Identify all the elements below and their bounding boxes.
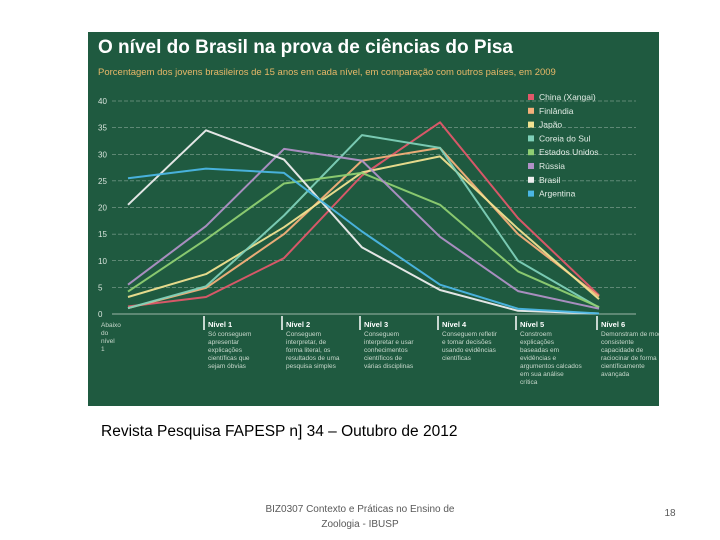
footer-course-line2: Zoologia - IBUSP xyxy=(321,519,399,530)
y-tick-label: 20 xyxy=(98,204,107,213)
legend-label: Japão xyxy=(539,120,562,130)
legend-swatch xyxy=(528,176,534,183)
series-line-china-xangai- xyxy=(127,121,600,308)
y-axis-ticks: 0 5 10 15 20 25 30 35 40 xyxy=(98,97,107,319)
level-label: Nível 5 xyxy=(520,320,544,329)
series-line-argentina xyxy=(127,167,600,315)
source-caption: Revista Pesquisa FAPESP n] 34 – Outubro … xyxy=(101,423,458,440)
level-description: Conseguem refletir e tomar decisões usando… xyxy=(442,331,498,362)
level-description: Constroem explicações baseadas em evidência… xyxy=(520,331,583,386)
y-tick-label: 10 xyxy=(98,257,107,266)
chart-board: O nível do Brasil na prova de ciências d… xyxy=(88,32,659,406)
legend-label: Rússia xyxy=(539,161,565,171)
page-number: 18 xyxy=(664,508,676,519)
legend-swatch xyxy=(528,121,534,128)
legend-label: China (Xangai) xyxy=(539,92,596,102)
y-tick-label: 0 xyxy=(98,310,103,319)
footer-course-line1: BIZ0307 Contexto e Práticas no Ensino de xyxy=(265,504,455,515)
y-tick-label: 35 xyxy=(98,124,107,133)
legend-swatch xyxy=(528,135,534,142)
legend-swatch xyxy=(528,163,534,169)
legend: China (Xangai) Finlândia Japão Coreia do Su… xyxy=(528,92,599,199)
y-tick-label: 30 xyxy=(98,150,107,159)
level-description: Só conseguem apresentar explicações científ… xyxy=(208,331,251,370)
level-description: Conseguem interpretar, de forma literal, o… xyxy=(286,331,340,370)
footer-course: BIZ0307 Contexto e Práticas no Ensino de… xyxy=(240,502,480,532)
level-description: Demonstram de modo consistente capacidade … xyxy=(601,331,659,378)
legend-swatch xyxy=(528,190,534,197)
pisa-line-chart: O nível do Brasil na prova de ciências d… xyxy=(98,37,659,386)
series-line-r-ssia xyxy=(127,147,600,310)
legend-swatch xyxy=(528,107,534,114)
level-label: Nível 4 xyxy=(442,320,467,329)
series-line-brasil xyxy=(127,129,600,315)
level-label: Nível 2 xyxy=(286,320,310,329)
y-tick-label: 15 xyxy=(98,230,107,239)
chart-subtitle: Porcentagem dos jovens brasileiros de 15… xyxy=(98,67,556,78)
series-lines xyxy=(127,121,600,315)
y-tick-label: 25 xyxy=(98,177,107,186)
y-tick-label: 40 xyxy=(98,97,107,106)
level-label: Nível 1 xyxy=(208,320,232,329)
level-label: Abaixo do nível 1 xyxy=(101,322,121,353)
legend-label: Argentina xyxy=(539,189,576,199)
level-label: Nível 6 xyxy=(601,320,625,329)
level-description: Conseguem interpretar e usar conhecimentos… xyxy=(364,331,414,370)
chart-title: O nível do Brasil na prova de ciências d… xyxy=(98,37,513,58)
legend-swatch xyxy=(528,94,534,100)
legend-label: Brasil xyxy=(539,175,560,185)
level-labels: Abaixo do nível 1 Nível 1 Só conseguem apresen… xyxy=(101,316,659,386)
legend-swatch xyxy=(528,149,534,156)
legend-label: Finlândia xyxy=(539,106,574,116)
y-tick-label: 5 xyxy=(98,283,103,292)
series-line-estados-unidos xyxy=(127,171,600,309)
series-line-coreia-do-sul xyxy=(127,134,600,310)
legend-label: Coreia do Sul xyxy=(539,133,591,143)
level-label: Nível 3 xyxy=(364,320,388,329)
legend-label: Estados Unidos xyxy=(539,147,599,157)
